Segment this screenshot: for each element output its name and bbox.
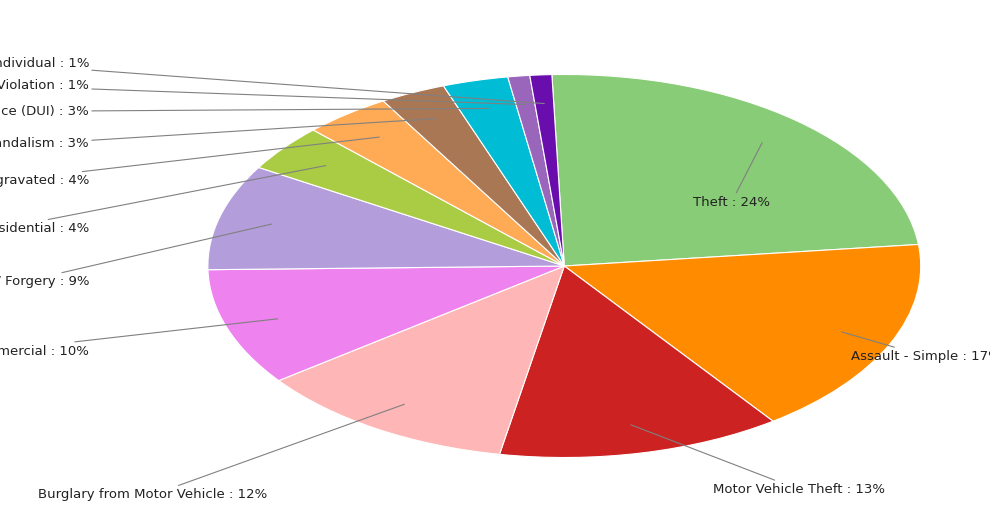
Wedge shape [208,266,564,380]
Wedge shape [208,168,564,270]
Wedge shape [383,86,564,266]
Wedge shape [500,266,773,458]
Text: Burglary from Motor Vehicle : 12%: Burglary from Motor Vehicle : 12% [38,404,404,501]
Wedge shape [564,245,921,421]
Text: Motor Vehicle Theft : 13%: Motor Vehicle Theft : 13% [631,425,885,496]
Wedge shape [279,266,564,454]
Text: Drugs / Narcotics Violation : 1%: Drugs / Narcotics Violation : 1% [0,79,526,105]
Text: Burglary - Residential : 4%: Burglary - Residential : 4% [0,165,326,235]
Text: Vandalism : 3%: Vandalism : 3% [0,119,436,150]
Text: Robbery - Individual : 1%: Robbery - Individual : 1% [0,57,544,104]
Text: Fraud / Forgery : 9%: Fraud / Forgery : 9% [0,224,271,288]
Wedge shape [444,77,564,266]
Text: Theft : 24%: Theft : 24% [693,143,770,209]
Wedge shape [508,76,564,266]
Wedge shape [313,101,564,266]
Text: Assault - Aggravated : 4%: Assault - Aggravated : 4% [0,137,379,187]
Text: Driving Under the Influence (DUI) : 3%: Driving Under the Influence (DUI) : 3% [0,105,489,118]
Wedge shape [258,130,564,266]
Wedge shape [551,74,919,266]
Wedge shape [530,74,564,266]
Text: Burglary - Commercial : 10%: Burglary - Commercial : 10% [0,319,278,358]
Text: Assault - Simple : 17%: Assault - Simple : 17% [842,332,990,363]
